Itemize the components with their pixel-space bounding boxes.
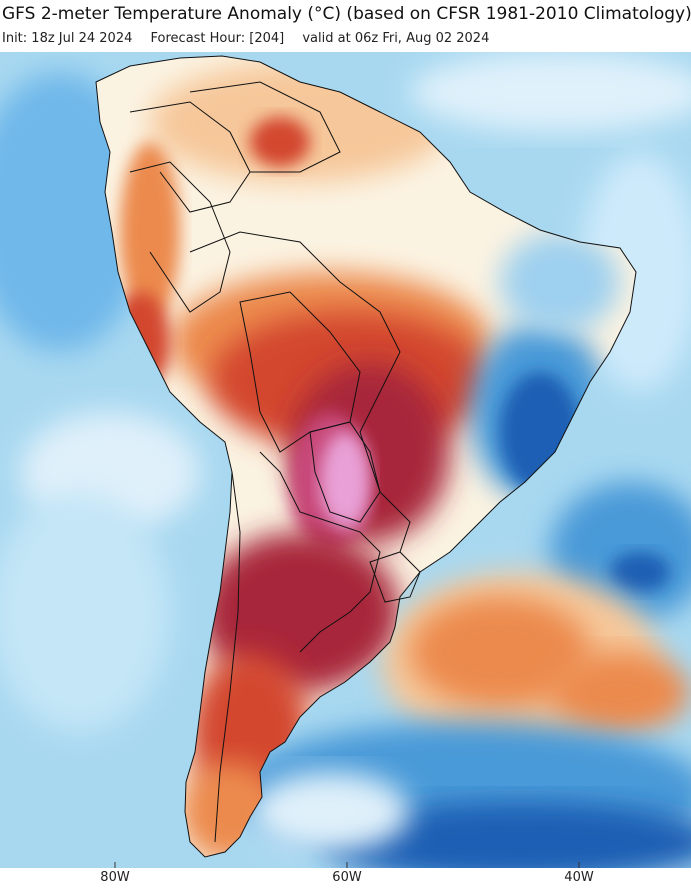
border-brazil-west [189, 231, 411, 553]
border-argentina [259, 451, 381, 653]
anomaly-map-canvas [0, 52, 691, 868]
border-uruguay [369, 551, 421, 603]
border-venezuela [189, 81, 341, 173]
longitude-ticks [114, 862, 580, 868]
border-peru [129, 161, 231, 313]
init-time: Init: 18z Jul 24 2024 [2, 31, 133, 46]
longitude-axis: 80W 60W 40W [0, 868, 691, 888]
lon-label-40w: 40W [564, 870, 594, 885]
coastline [95, 55, 637, 858]
lon-label-80w: 80W [100, 870, 130, 885]
border-paraguay [309, 421, 381, 523]
lon-label-60w: 60W [332, 870, 362, 885]
forecast-hour: Forecast Hour: [204] [150, 31, 285, 46]
map-title: GFS 2-meter Temperature Anomaly (°C) (ba… [2, 4, 691, 24]
ocean-anomaly-field [0, 52, 691, 868]
country-borders [95, 55, 637, 858]
map-header: GFS 2-meter Temperature Anomaly (°C) (ba… [0, 0, 691, 52]
valid-time: valid at 06z Fri, Aug 02 2024 [302, 31, 490, 46]
anomaly-map [0, 52, 691, 868]
border-chile [214, 471, 241, 843]
map-subtitle: Init: 18z Jul 24 2024 Forecast Hour: [20… [2, 31, 503, 46]
